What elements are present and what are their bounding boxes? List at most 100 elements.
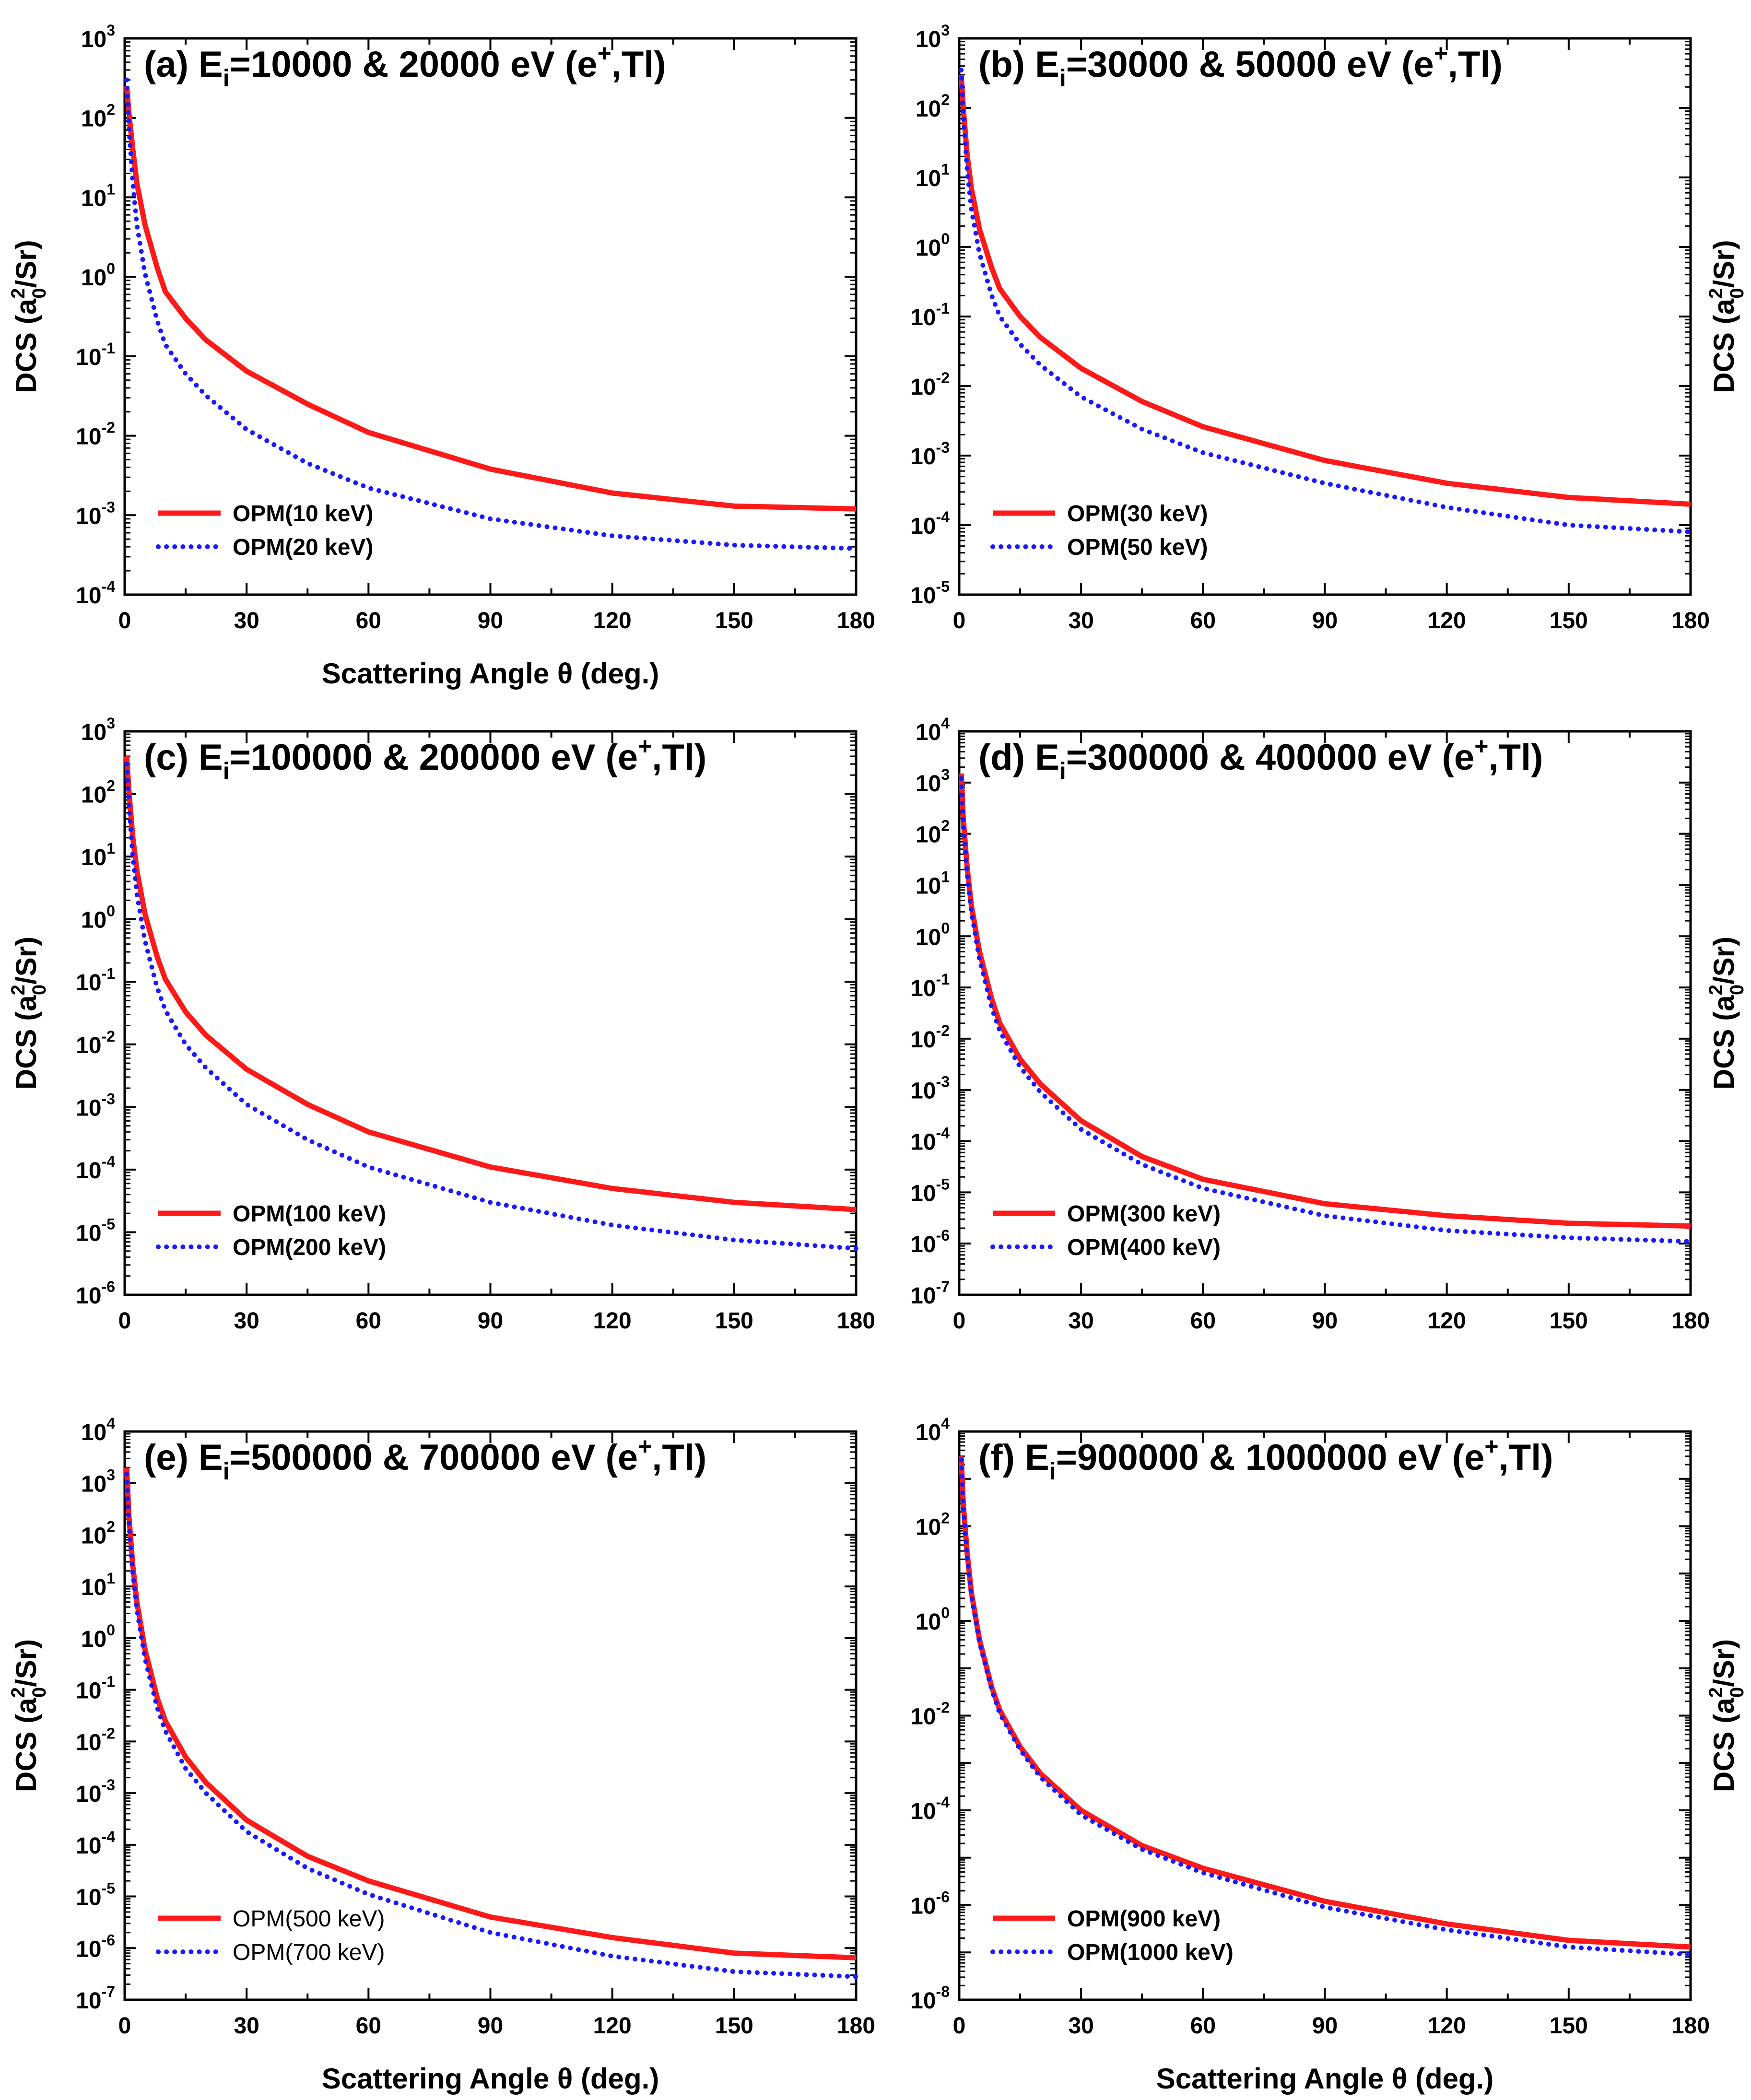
y-tick-base: 10 [76,1936,101,1962]
y-tick-label: 10-7 [76,1983,115,2014]
panel-title: (b) Ei=30000 & 50000 eV (e+,Tl) [978,40,1503,92]
legend-label: OPM(1000 keV) [1067,1940,1234,1965]
panel-title-sup: + [638,733,652,760]
y-tick-label: 10-4 [76,1153,115,1184]
y-tick-label: 10-4 [910,1794,950,1824]
y-tick-exponent: 3 [106,22,115,39]
y-tick-label: 10-5 [76,1880,115,1911]
y-tick-label: 100 [81,260,115,291]
y-tick-exponent: -3 [936,439,950,456]
legend-label: OPM(100 keV) [233,1201,386,1227]
y-tick-base: 10 [910,444,936,469]
y-axis-title: DCS (a20/Sr) [8,937,50,1090]
panel-d: 0 30 60 90 120 150 18010-710-610-510-410-310-2… [910,715,1748,1334]
panel-title: (d) Ei=300000 & 400000 eV (e+,Tl) [978,733,1543,785]
y-axis-title-sup: 2 [1705,1687,1727,1698]
y-tick-exponent: -2 [102,1725,115,1742]
panel-title-sub: i [223,1458,230,1485]
y-tick-exponent: -5 [936,578,950,595]
x-tick-label: 90 [1312,1308,1338,1334]
y-tick-exponent: -4 [102,1828,116,1845]
x-tick-label: 120 [593,608,632,634]
y-tick-exponent: 0 [941,919,950,937]
panel-title-prefix: (c) E [144,737,223,778]
y-tick-base: 10 [910,1894,936,1919]
x-tick-label: 150 [715,2013,753,2039]
x-axis-title: Scattering Angle θ (deg.) [322,657,659,690]
y-axis-title-text: DCS (a [1708,298,1740,393]
x-axis-title: Scattering Angle θ (deg.) [1156,2063,1494,2095]
series-line-solid [124,85,857,512]
y-tick-label: 10-5 [910,578,950,609]
x-tick-label: 150 [715,608,753,634]
y-tick-label: 103 [81,22,115,52]
y-tick-base: 10 [910,1283,936,1309]
y-tick-label: 104 [81,1415,115,1445]
y-tick-exponent: 1 [106,840,115,857]
x-tick-label: 120 [593,2013,632,2039]
y-tick-label: 100 [916,1604,950,1635]
panel-title-suffix: ,Tl) [611,44,666,85]
y-axis-title-sup: 2 [8,288,29,299]
y-tick-label: 103 [81,715,115,745]
y-tick-base: 10 [910,1799,936,1824]
panel-a: 0 30 60 90 120 150 18010-410-310-210-110010110… [8,22,875,690]
y-tick-label: 10-4 [76,1828,115,1859]
y-tick-label: 10-6 [76,1278,115,1309]
y-tick-label: 101 [81,1570,115,1600]
y-tick-label: 10-6 [910,1227,950,1257]
y-tick-label: 10-7 [910,1278,950,1309]
y-tick-exponent: 4 [106,1415,115,1432]
y-tick-base: 10 [916,822,941,848]
y-tick-exponent: -1 [936,300,950,317]
y-tick-exponent: 4 [941,1415,950,1432]
y-tick-exponent: 1 [106,180,115,198]
x-tick-label: 60 [1190,608,1216,634]
y-tick-base: 10 [916,873,941,899]
panel-title-prefix: (d) E [978,737,1059,778]
y-tick-exponent: -3 [102,1776,115,1794]
legend-label: OPM(30 keV) [1067,501,1208,527]
y-tick-exponent: -7 [102,1983,115,2000]
y-tick-base: 10 [916,96,941,122]
y-tick-base: 10 [910,1232,936,1257]
x-tick-label: 30 [1068,1308,1093,1334]
y-tick-base: 10 [81,186,106,211]
y-tick-exponent: -3 [102,498,115,516]
y-tick-base: 10 [81,27,106,52]
x-tick-label: 30 [234,2013,259,2039]
x-tick-label: 30 [234,1308,259,1334]
y-tick-exponent: 1 [941,161,950,178]
y-axis-title: DCS (a20/Sr) [8,240,50,393]
y-tick-exponent: 0 [941,1604,950,1621]
panel-title-sup: + [1484,1433,1498,1460]
panel-b: 0 30 60 90 120 150 18010-510-410-310-210-11001… [910,22,1748,634]
panel-title-prefix: (b) E [978,44,1059,85]
y-tick-label: 100 [81,903,115,933]
y-axis-title-end: /Sr) [10,937,42,985]
panel-title-suffix: ,Tl) [1448,44,1503,85]
panel-title-main: =500000 & 700000 eV (e [230,1437,638,1478]
y-axis-title-sub: 0 [29,288,50,298]
y-tick-label: 103 [81,1466,115,1497]
series-line-dotted [124,77,858,551]
y-axis-title-end: /Sr) [1708,1639,1740,1687]
y-tick-base: 10 [910,1181,936,1206]
y-tick-base: 10 [76,1782,101,1807]
y-tick-exponent: 3 [106,1466,115,1484]
y-tick-exponent: -1 [102,340,115,357]
x-tick-label: 150 [1550,1308,1588,1334]
series-line-solid [958,1456,1691,1950]
y-axis-title-end: /Sr) [10,240,42,288]
y-tick-base: 10 [916,720,941,745]
x-tick-label: 0 [118,608,131,634]
y-tick-exponent: -2 [936,1699,950,1716]
y-axis-title-sub: 0 [29,985,50,995]
y-axis-title: DCS (a20/Sr) [1705,240,1748,393]
y-tick-exponent: -4 [936,1794,950,1811]
x-tick-label: 180 [837,608,875,634]
y-tick-base: 10 [81,1472,106,1497]
y-tick-label: 101 [916,161,950,191]
x-tick-label: 90 [478,1308,503,1334]
x-tick-label: 30 [1068,608,1093,634]
